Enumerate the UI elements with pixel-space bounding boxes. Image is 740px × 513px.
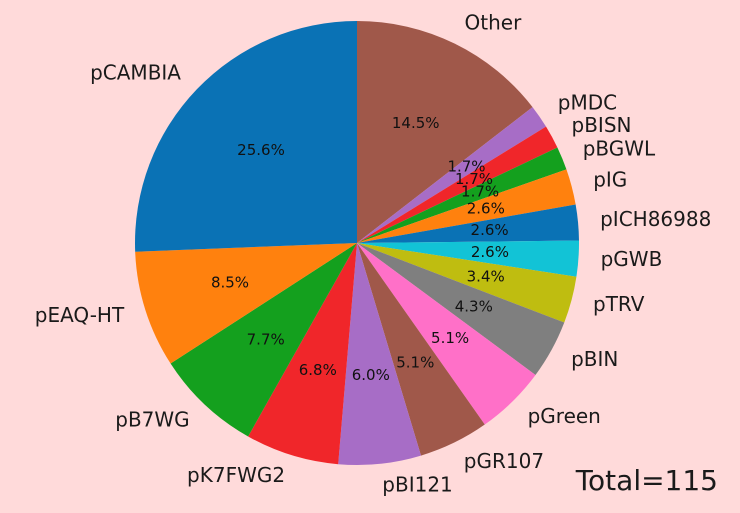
pct-label-pmdc: 1.7% (447, 158, 485, 176)
pct-label-pgreen: 5.1% (431, 329, 469, 347)
pct-label-pbin: 4.3% (455, 298, 493, 316)
slice-pmdc (357, 107, 547, 243)
pct-label-pb7wg: 7.7% (247, 331, 285, 349)
slice-pbi121 (338, 243, 421, 465)
total-label: Total=115 (575, 464, 718, 497)
slice-label-pb7wg: pB7WG (115, 407, 189, 431)
slice-ptrv (357, 243, 577, 323)
pct-label-pich86988: 2.6% (471, 221, 509, 239)
slice-pbgwl (357, 147, 567, 243)
slice-label-pgr107: pGR107 (464, 449, 544, 473)
slice-peaq-ht (135, 243, 357, 364)
pct-label-ptrv: 3.4% (467, 268, 505, 286)
slice-label-pbi121: pBI121 (382, 472, 453, 496)
percent-labels-group: 14.5%1.7%1.7%1.7%2.6%2.6%2.6%3.4%4.3%5.1… (211, 114, 509, 384)
slice-label-pbin: pBIN (571, 347, 618, 371)
slice-pich86988 (357, 204, 579, 243)
pct-label-pgwb: 2.6% (471, 243, 509, 261)
slices-group (134, 21, 580, 465)
pct-label-pbi121: 6.0% (352, 366, 390, 384)
pct-label-peaq-ht: 8.5% (211, 274, 249, 292)
pct-label-other: 14.5% (392, 114, 440, 132)
slice-pk7fwg2 (248, 243, 357, 465)
pct-label-pk7fwg2: 6.8% (299, 361, 337, 379)
pct-label-pbgwl: 1.7% (461, 183, 499, 201)
slice-pb7wg (170, 243, 357, 437)
slice-pbin (357, 243, 565, 376)
slice-label-pcambia: pCAMBIA (90, 60, 181, 84)
slice-label-pich86988: pICH86988 (600, 207, 711, 231)
slice-pgreen (357, 243, 536, 425)
pct-label-pbisn: 1.7% (455, 170, 493, 188)
slice-label-pk7fwg2: pK7FWG2 (187, 463, 285, 487)
slice-label-peaq-ht: pEAQ-HT (35, 303, 125, 327)
slice-label-pbisn: pBISN (572, 113, 632, 137)
slice-label-pig: pIG (593, 168, 627, 192)
slice-pbisn (357, 126, 558, 243)
slice-label-ptrv: pTRV (593, 292, 645, 316)
slice-label-pgwb: pGWB (601, 247, 663, 271)
slice-label-other: Other (465, 10, 523, 34)
slice-pig (357, 169, 576, 243)
slice-other (357, 21, 533, 243)
pct-label-pig: 2.6% (467, 200, 505, 218)
slice-pcambia (134, 21, 357, 252)
slice-label-pmdc: pMDC (558, 91, 617, 115)
slice-pgr107 (357, 243, 485, 456)
slice-label-pbgwl: pBGWL (583, 136, 656, 160)
slice-pgwb (357, 240, 580, 277)
pct-label-pgr107: 5.1% (396, 353, 434, 371)
pct-label-pcambia: 25.6% (237, 141, 285, 159)
slice-label-pgreen: pGreen (528, 404, 601, 428)
